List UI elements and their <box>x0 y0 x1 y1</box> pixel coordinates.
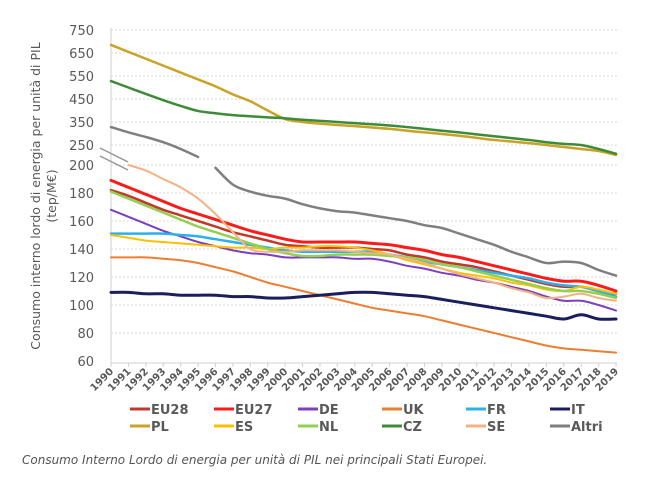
x-tick-labels: 1990199119921993199419951996199719981999… <box>89 363 621 394</box>
legend-label: EU28 <box>151 403 189 418</box>
legend-item-de: DE <box>298 403 339 418</box>
y-axis-title-line-2: (tep/M€) <box>44 169 59 222</box>
y-tick-label: 120 <box>69 271 94 286</box>
series-line-pl <box>109 43 618 157</box>
y-tick-label: 200 <box>69 159 94 174</box>
legend-label: CZ <box>403 420 422 435</box>
figure-caption: Consumo Interno Lordo di energia per uni… <box>22 453 488 467</box>
legend-label: PL <box>151 420 169 435</box>
legend-item-fr: FR <box>466 403 506 418</box>
y-tick-label: 350 <box>69 116 94 131</box>
gridlines <box>111 29 618 334</box>
series-line-eu27 <box>109 178 618 293</box>
series-line-cz <box>109 79 618 156</box>
legend-item-eu27: EU27 <box>214 403 273 418</box>
y-tick-label: 750 <box>69 24 94 39</box>
series-line-altri <box>214 166 618 277</box>
axes <box>110 28 617 364</box>
legend: EU28 EU27 DE UK FR IT PL ES NL CZ SE Altri <box>130 403 603 435</box>
legend-item-it: IT <box>550 403 585 418</box>
y-tick-label: 550 <box>69 70 94 85</box>
series-line-se <box>127 164 617 302</box>
legend-item-pl: PL <box>130 420 169 435</box>
legend-label: EU27 <box>235 403 273 418</box>
y-tick-label: 100 <box>69 299 94 314</box>
y-tick-label: 160 <box>69 215 94 230</box>
series-line-it <box>109 290 618 321</box>
legend-item-uk: UK <box>382 403 425 418</box>
y-tick-label: 80 <box>77 327 94 342</box>
axis-break-marker <box>99 147 129 171</box>
series-line-nl <box>109 190 618 300</box>
y-tick-label: 250 <box>69 139 94 154</box>
line-chart: 60 80 100 120 140 160 180 200 250 350 450 550 650 750… <box>28 24 621 435</box>
y-axis-title-line-1: Consumo interno lordo di energia per uni… <box>28 42 43 349</box>
y-tick-label: 650 <box>69 47 94 62</box>
legend-item-es: ES <box>214 420 253 435</box>
legend-label: ES <box>235 420 253 435</box>
legend-label: SE <box>487 420 505 435</box>
series-line-altri <box>109 125 200 159</box>
legend-item-nl: NL <box>298 420 338 435</box>
legend-label: IT <box>571 403 585 418</box>
y-tick-label: 180 <box>69 187 94 202</box>
legend-label: UK <box>403 403 425 418</box>
legend-label: NL <box>319 420 338 435</box>
legend-item-eu28: EU28 <box>130 403 189 418</box>
legend-item-cz: CZ <box>382 420 422 435</box>
series-line-uk <box>110 256 617 354</box>
legend-label: DE <box>319 403 339 418</box>
y-tick-label: 60 <box>77 355 94 370</box>
y-axis-title: Consumo interno lordo di energia per uni… <box>28 42 59 349</box>
axis-break-slash-1 <box>99 147 129 163</box>
axis-break-slash-2 <box>99 155 129 171</box>
y-tick-labels: 60 80 100 120 140 160 180 200 250 350 450 550 650 750 <box>69 24 94 370</box>
legend-label: FR <box>487 403 506 418</box>
legend-item-altri: Altri <box>550 420 603 435</box>
series-line-de <box>110 208 617 312</box>
legend-item-se: SE <box>466 420 505 435</box>
y-tick-label: 140 <box>69 243 94 258</box>
legend-label: Altri <box>571 420 603 435</box>
y-tick-label: 450 <box>69 93 94 108</box>
series-lines <box>109 43 618 354</box>
series-line-es <box>110 234 617 295</box>
